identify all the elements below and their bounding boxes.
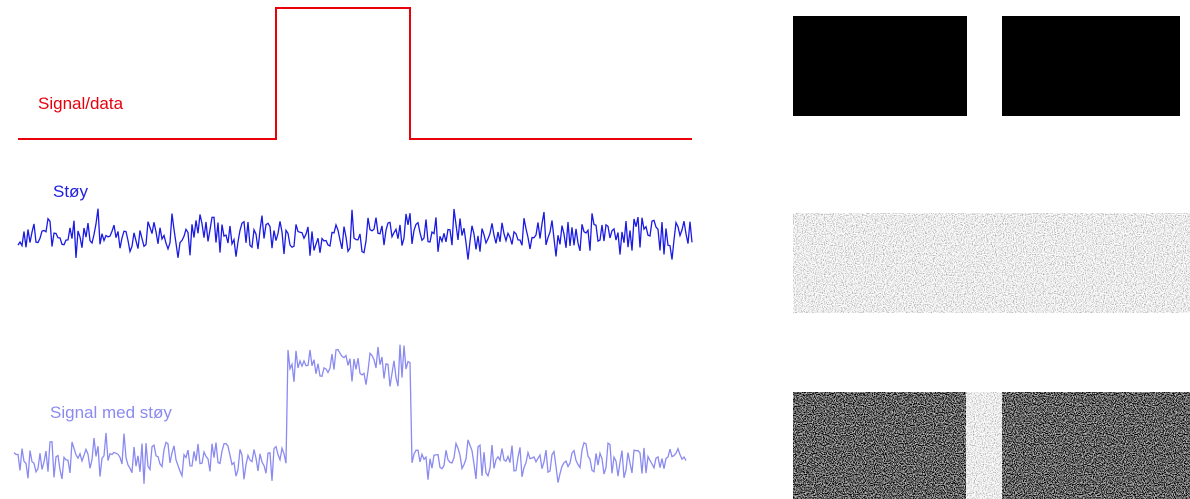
signal-image-right bbox=[1002, 16, 1180, 116]
noise-image bbox=[793, 213, 1190, 313]
signal-label: Signal/data bbox=[38, 94, 124, 113]
noise-line bbox=[18, 209, 692, 260]
signal-line bbox=[18, 8, 692, 139]
signal-with-noise-stripe bbox=[966, 392, 1002, 499]
noise-label: Støy bbox=[53, 182, 88, 201]
signal-with-noise-label: Signal med støy bbox=[50, 403, 172, 422]
signal-image-left bbox=[793, 16, 967, 116]
diagram: Signal/data Støy Signal med støy bbox=[0, 0, 1190, 499]
